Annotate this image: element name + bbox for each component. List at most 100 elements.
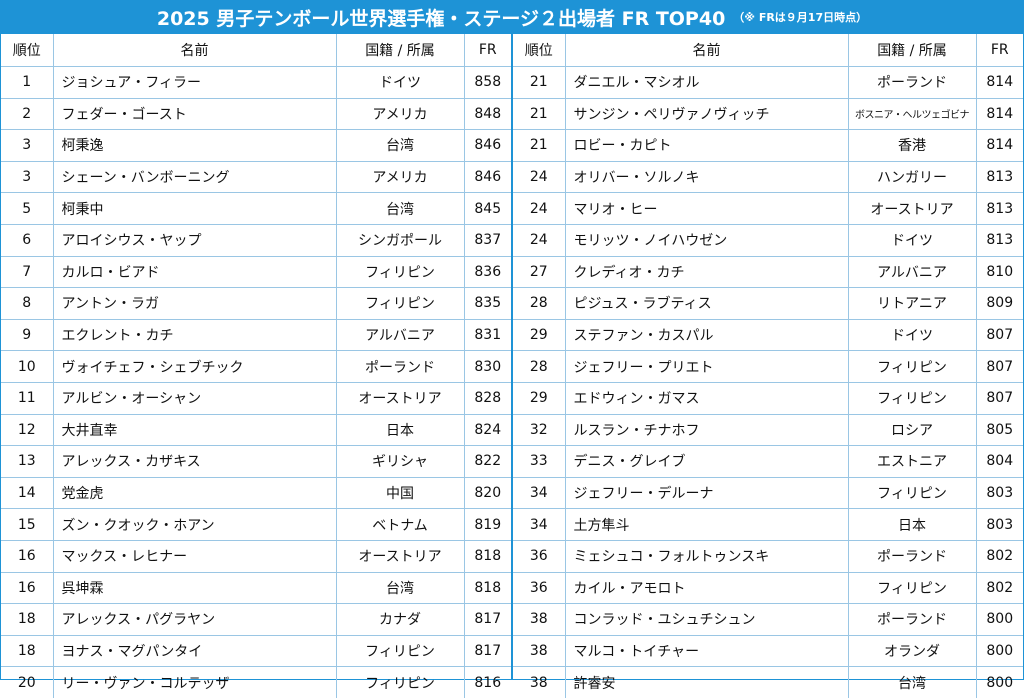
fr-cell: 809 (975, 287, 1023, 320)
name-cell: 土方隼斗 (564, 508, 849, 541)
country-cell: ドイツ (847, 318, 977, 352)
name-cell: カイル・アモロト (564, 571, 849, 605)
name-cell: ピジュス・ラブティス (564, 287, 849, 320)
fr-cell: 807 (975, 381, 1023, 415)
rank-cell: 14 (1, 476, 54, 510)
country-cell: ドイツ (335, 66, 465, 99)
table-row: 24 モリッツ・ノイハウゼン ドイツ 813 (513, 223, 1023, 257)
rank-cell: 29 (513, 318, 566, 352)
rank-cell: 2 (1, 97, 54, 131)
fr-cell: 805 (975, 413, 1023, 447)
name-cell: クレディオ・カチ (564, 255, 849, 289)
right-table-container: 順位 名前 国籍 / 所属 FR 21 ダニエル・マシオル ポーランド 814 21 サン… (513, 34, 1023, 698)
fr-cell: 800 (975, 666, 1023, 698)
fr-cell: 818 (463, 539, 511, 573)
country-cell: 台湾 (847, 666, 977, 698)
country-cell: ギリシャ (335, 445, 465, 478)
country-cell: カナダ (335, 603, 465, 636)
name-cell: マックス・レヒナー (52, 539, 337, 573)
country-cell: ボスニア・ヘルツェゴビナ (847, 97, 977, 131)
table-row: 32 ルスラン・チナホフ ロシア 805 (513, 413, 1023, 447)
name-cell: 党金虎 (52, 476, 337, 510)
country-cell: ロシア (847, 413, 977, 447)
rank-cell: 6 (1, 223, 54, 257)
rank-cell: 27 (513, 255, 566, 289)
fr-cell: 817 (463, 634, 511, 668)
country-cell: フィリピン (335, 287, 465, 320)
name-cell: コンラッド・ユシュチシュン (564, 603, 849, 636)
table-row: 18 アレックス・パグラヤン カナダ 817 (1, 603, 511, 636)
table-row: 16 呉坤霖 台湾 818 (1, 571, 511, 605)
country-cell: オーストリア (335, 539, 465, 573)
name-cell: モリッツ・ノイハウゼン (564, 223, 849, 257)
rank-cell: 38 (513, 634, 566, 668)
country-cell: フィリピン (335, 255, 465, 289)
country-cell: 日本 (335, 413, 465, 447)
rank-cell: 20 (1, 666, 54, 698)
table-row: 16 マックス・レヒナー オーストリア 818 (1, 539, 511, 573)
name-cell: ステファン・カスパル (564, 318, 849, 352)
fr-cell: 816 (463, 666, 511, 698)
country-cell: オーストリア (847, 192, 977, 225)
rank-cell: 8 (1, 287, 54, 320)
header-country: 国籍 / 所属 (847, 34, 977, 67)
country-cell: 台湾 (335, 192, 465, 225)
table-row: 29 ステファン・カスパル ドイツ 807 (513, 318, 1023, 352)
rank-cell: 11 (1, 381, 54, 415)
name-cell: ダニエル・マシオル (564, 66, 849, 99)
table-row: 28 ジェフリー・プリエト フィリピン 807 (513, 350, 1023, 383)
name-cell: ジェフリー・プリエト (564, 350, 849, 383)
fr-cell: 800 (975, 634, 1023, 668)
rank-cell: 3 (1, 160, 54, 194)
table-row: 14 党金虎 中国 820 (1, 476, 511, 510)
header-rank: 順位 (1, 34, 54, 67)
name-cell: アルビン・オーシャン (52, 381, 337, 415)
title-note: （※ FRは９月17日時点） (733, 11, 868, 24)
fr-cell: 813 (975, 160, 1023, 194)
name-cell: ジョシュア・フィラー (52, 66, 337, 99)
table-row: 3 シェーン・バンボーニング アメリカ 846 (1, 160, 511, 194)
name-cell: マリオ・ヒー (564, 192, 849, 225)
rank-cell: 5 (1, 192, 54, 225)
table-row: 27 クレディオ・カチ アルバニア 810 (513, 255, 1023, 289)
header-name: 名前 (52, 34, 337, 67)
country-cell: フィリピン (847, 571, 977, 605)
fr-cell: 822 (463, 445, 511, 478)
table-body-left: 1 ジョシュア・フィラー ドイツ 858 2 フェダー・ゴースト アメリカ 848 3 柯秉逸 台湾… (1, 66, 511, 698)
fr-cell: 828 (463, 381, 511, 415)
name-cell: リー・ヴァン・コルテッザ (52, 666, 337, 698)
fr-cell: 814 (975, 129, 1023, 162)
table-row: 2 フェダー・ゴースト アメリカ 848 (1, 97, 511, 131)
country-cell: 中国 (335, 476, 465, 510)
country-cell: アルバニア (847, 255, 977, 289)
table-row: 9 エクレント・カチ アルバニア 831 (1, 318, 511, 352)
table-row: 21 ロビー・カピト 香港 814 (513, 129, 1023, 162)
country-cell: ポーランド (847, 603, 977, 636)
country-cell: フィリピン (335, 634, 465, 668)
rank-cell: 1 (1, 66, 54, 99)
rank-cell: 16 (1, 539, 54, 573)
name-cell: ヴォイチェフ・シェブチック (52, 350, 337, 383)
name-cell: 柯秉逸 (52, 129, 337, 162)
name-cell: ジェフリー・デルーナ (564, 476, 849, 510)
rank-cell: 10 (1, 350, 54, 383)
table-row: 21 ダニエル・マシオル ポーランド 814 (513, 66, 1023, 99)
country-cell: ポーランド (847, 539, 977, 573)
country-cell: アルバニア (335, 318, 465, 352)
fr-cell: 845 (463, 192, 511, 225)
table-row: 20 リー・ヴァン・コルテッザ フィリピン 816 (1, 666, 511, 698)
table-row: 8 アントン・ラガ フィリピン 835 (1, 287, 511, 320)
country-cell: オーストリア (335, 381, 465, 415)
country-cell: ポーランド (847, 66, 977, 99)
left-table-container: 順位 名前 国籍 / 所属 FR 1 ジョシュア・フィラー ドイツ 858 2 フェダー・… (1, 34, 513, 698)
country-cell: 香港 (847, 129, 977, 162)
fr-cell: 800 (975, 603, 1023, 636)
fr-cell: 835 (463, 287, 511, 320)
rank-cell: 24 (513, 192, 566, 225)
fr-cell: 814 (975, 97, 1023, 131)
rank-cell: 9 (1, 318, 54, 352)
rank-cell: 29 (513, 381, 566, 415)
name-cell: 呉坤霖 (52, 571, 337, 605)
fr-cell: 846 (463, 160, 511, 194)
ranking-tables: 順位 名前 国籍 / 所属 FR 1 ジョシュア・フィラー ドイツ 858 2 フェダー・… (0, 34, 1024, 698)
